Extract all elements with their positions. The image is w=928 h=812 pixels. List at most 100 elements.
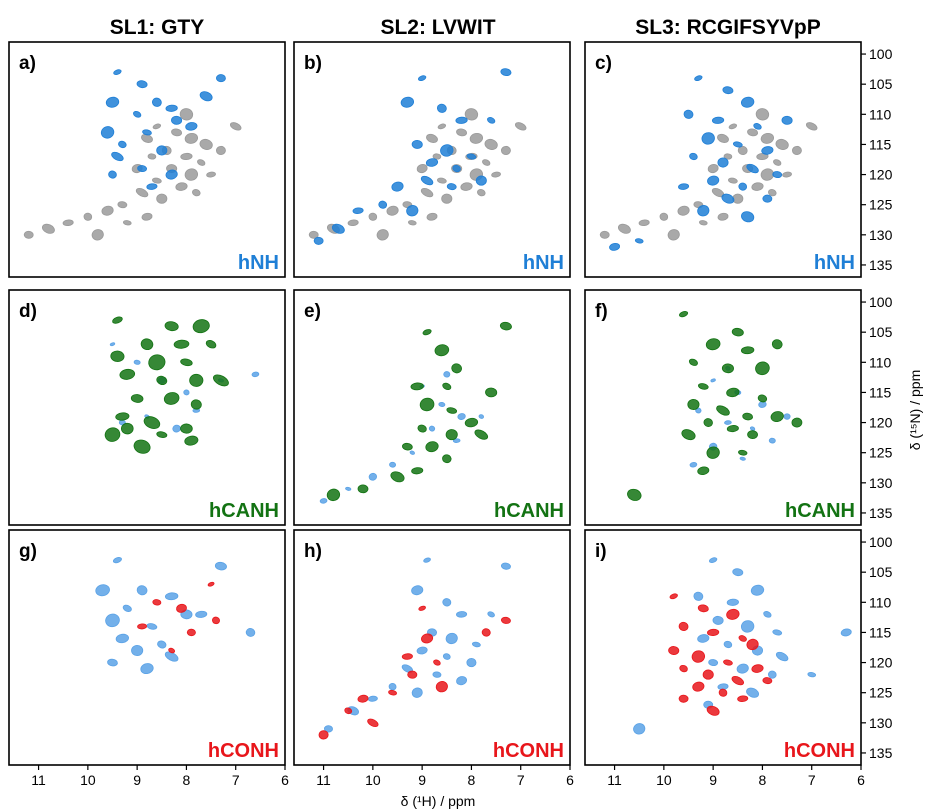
- peak-hNH_ref: [426, 133, 438, 143]
- peak-ref_blue: [423, 557, 431, 563]
- y-tick-label: 100: [869, 46, 893, 62]
- peak-hCONH: [706, 705, 720, 716]
- peak-hCONH: [401, 653, 413, 660]
- peak-ref_blue: [456, 676, 468, 686]
- x-tick-label: 9: [133, 772, 141, 788]
- panel-frame: [8, 41, 286, 278]
- peak-hCANH: [417, 424, 427, 433]
- peak-ref_blue: [840, 628, 852, 637]
- x-axis-title: δ (¹H) / ppm: [401, 793, 476, 809]
- x-tick-label: 11: [607, 772, 622, 788]
- peak-hCANH: [464, 417, 479, 428]
- peak-ref_blue: [633, 723, 646, 735]
- peak-hCONH: [435, 681, 448, 693]
- panel-d: d) hCANH: [8, 289, 286, 526]
- peak-hCONH: [344, 707, 353, 715]
- peak-ref_blue: [689, 462, 698, 468]
- peak-hNH: [740, 96, 755, 108]
- y-tick-label: 130: [869, 475, 893, 491]
- peak-hNH: [781, 115, 793, 125]
- y-tick-label: 120: [869, 167, 893, 183]
- peak-hNH_ref: [760, 132, 775, 144]
- peak-hNH_ref: [122, 220, 132, 226]
- peak-hNH_ref: [308, 230, 319, 239]
- peak-ref_blue: [411, 687, 423, 698]
- peak-hNH: [711, 116, 725, 124]
- peak-hNH: [406, 205, 419, 217]
- peak-hCANH: [697, 466, 710, 476]
- peak-hNH_ref: [768, 189, 777, 197]
- peak-hNH_ref: [717, 212, 729, 221]
- x-tick-label: 11: [316, 772, 331, 788]
- peak-ref_blue: [195, 610, 208, 618]
- peak-hCANH: [401, 442, 413, 451]
- peak-ref_blue: [443, 371, 451, 378]
- peak-hNH_ref: [751, 182, 764, 191]
- peak-hCONH: [418, 605, 426, 611]
- x-tick-label: 10: [365, 772, 381, 788]
- peak-hNH_ref: [156, 193, 168, 204]
- peak-hNH: [105, 96, 120, 108]
- peak-hNH: [199, 91, 213, 102]
- peak-hNH: [215, 74, 226, 83]
- panel-i: i) hCONH: [584, 529, 862, 766]
- peak-ref_blue: [500, 562, 511, 570]
- peak-hCONH: [207, 581, 215, 587]
- peak-ref_blue: [732, 568, 744, 577]
- peak-hNH: [452, 164, 461, 173]
- peak-hNH_ref: [791, 145, 802, 155]
- peak-hCANH: [747, 430, 758, 439]
- peak-hCANH: [425, 441, 439, 453]
- peak-hCANH: [148, 354, 166, 371]
- peak-ref_blue: [746, 687, 760, 698]
- peak-hCANH: [687, 398, 700, 411]
- experiment-label: hCANH: [494, 500, 564, 522]
- peak-hCONH: [723, 659, 733, 666]
- peak-hNH_ref: [347, 219, 359, 227]
- peak-ref_blue: [432, 671, 442, 678]
- peak-hCANH: [164, 321, 179, 332]
- peak-hNH: [753, 123, 762, 130]
- peak-hNH: [108, 170, 117, 179]
- peak-hNH_ref: [184, 168, 199, 181]
- peak-hCONH: [500, 616, 511, 624]
- peak-ref_blue: [487, 611, 495, 618]
- peak-ref_blue: [345, 486, 352, 491]
- panel-b: b) hNH: [293, 41, 571, 278]
- axes: 100 105 110 115 120 125 130 135 100 105 110 115 120 1…: [31, 46, 892, 788]
- peak-hNH_ref: [667, 229, 680, 241]
- peak-ref_blue: [740, 620, 755, 633]
- peak-ref_blue: [428, 425, 436, 432]
- peak-ref_blue: [133, 359, 141, 365]
- x-tick-label: 7: [232, 772, 240, 788]
- peak-ref_blue: [245, 628, 256, 637]
- panel-letter: i): [595, 541, 607, 562]
- peak-hNH: [425, 158, 439, 167]
- peak-ref_blue: [112, 557, 122, 564]
- peak-hCANH: [190, 399, 202, 410]
- peak-hCANH: [770, 411, 784, 422]
- panel-f: f) hCANH: [584, 289, 862, 526]
- peak-hCONH: [433, 659, 441, 666]
- peak-hNH: [500, 68, 512, 77]
- peak-hNH_ref: [197, 159, 206, 166]
- x-tick-label: 8: [759, 772, 767, 788]
- peak-ref_blue: [452, 438, 461, 443]
- peak-hNH: [741, 211, 755, 223]
- peak-hNH_ref: [773, 159, 782, 166]
- peak-ref_blue: [471, 641, 481, 648]
- peak-hNH_ref: [437, 123, 447, 130]
- peak-hNH_ref: [677, 205, 690, 216]
- peak-hNH_ref: [756, 152, 769, 161]
- peak-ref_blue: [695, 407, 702, 414]
- peak-hCANH: [442, 454, 452, 464]
- peak-ref_blue: [251, 371, 260, 378]
- peak-hNH_ref: [707, 163, 719, 174]
- peak-ref_blue: [105, 613, 120, 628]
- x-tick-label: 9: [709, 772, 717, 788]
- peak-hCANH: [180, 423, 193, 434]
- peak-hNH_ref: [175, 182, 188, 191]
- peak-hCONH: [407, 670, 418, 679]
- x-tick-label: 8: [468, 772, 476, 788]
- peak-hCANH: [120, 422, 134, 435]
